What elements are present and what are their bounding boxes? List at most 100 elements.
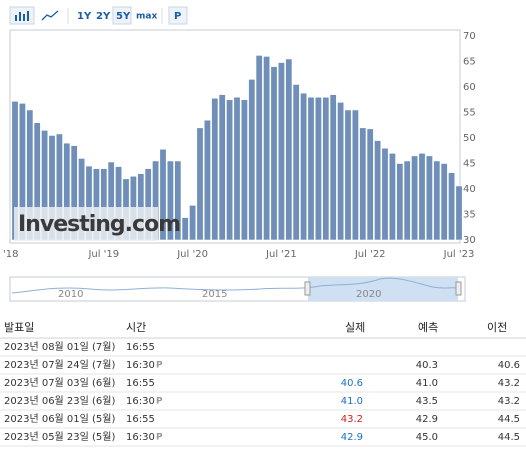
bar	[433, 160, 441, 241]
navigator-handle[interactable]	[304, 281, 311, 296]
y-tick-label: 40	[463, 184, 476, 195]
preliminary-marker: P	[156, 397, 163, 407]
print-label: P	[174, 11, 181, 22]
navigator: 2010 2015 2020	[9, 276, 466, 302]
column-header: 발표일	[4, 320, 34, 334]
x-tick-label: Jul '22	[354, 249, 386, 260]
y-tick-label: 60	[463, 82, 476, 93]
bar	[196, 127, 204, 241]
line-icon-button[interactable]	[38, 7, 62, 24]
bar	[314, 96, 322, 241]
table: 발표일 시간 실제 예측 이전 2023년 08월 01일 (7월) 16:55 2023년 …	[0, 320, 526, 447]
navigator-label: 2010	[58, 289, 83, 300]
date-cell: 2023년 07월 03일 (6월)	[4, 377, 115, 389]
forecast-cell: 43.5	[416, 396, 438, 407]
bar	[403, 160, 411, 241]
bar	[322, 96, 330, 241]
x-tick-label: Jul '21	[265, 249, 297, 260]
bar-icon	[15, 11, 29, 21]
actual-cell: 42.9	[341, 432, 363, 443]
line-icon	[41, 10, 59, 21]
forecast-cell: 40.3	[416, 360, 438, 371]
previous-cell: 40.6	[498, 360, 520, 371]
plot: 30 35 40 45 50 55 60 65 70 Investing.com	[11, 31, 476, 246]
date-cell: 2023년 06월 01일 (5월)	[4, 413, 115, 425]
y-tick-label: 55	[463, 108, 476, 119]
bar	[189, 205, 197, 241]
y-tick-label: 30	[463, 235, 476, 246]
bar	[226, 99, 234, 241]
previous-cell: 43.2	[498, 378, 520, 389]
column-header: 실제	[345, 321, 365, 334]
time-cell: 16:55	[126, 378, 155, 389]
y-tick-label: 35	[463, 210, 476, 221]
date-cell: 2023년 05월 23일 (5월)	[4, 431, 115, 443]
print-button[interactable]	[168, 6, 188, 25]
bar	[300, 92, 308, 241]
navigator-handle[interactable]	[455, 281, 462, 296]
previous-cell: 43.2	[498, 396, 520, 407]
x-tick-label: '18	[3, 249, 18, 260]
bar	[440, 163, 448, 241]
y-tick-label: 65	[463, 57, 476, 68]
bar	[277, 62, 285, 241]
forecast-cell: 41.0	[416, 378, 438, 389]
bar	[270, 66, 278, 241]
actual-cell: 40.6	[341, 378, 363, 389]
y-tick-label: 70	[463, 31, 476, 42]
bar	[388, 153, 396, 241]
forecast-cell: 42.9	[416, 414, 438, 425]
bar	[455, 185, 463, 241]
bar	[374, 140, 382, 241]
actual-cell: 43.2	[341, 414, 363, 425]
watermark: Investing.com	[18, 212, 180, 237]
x-tick-label: Jul '19	[87, 249, 119, 260]
time-cell: 16:30	[126, 432, 155, 443]
bar	[255, 55, 263, 241]
navigator-line	[11, 277, 459, 294]
bar	[181, 217, 189, 241]
watermark-bg	[14, 207, 158, 241]
toolbar: 1Y 2Y 5Y max P	[9, 6, 188, 25]
bar	[359, 127, 367, 241]
range-button[interactable]: 1Y	[77, 11, 92, 22]
bar	[263, 56, 271, 241]
date-cell: 2023년 08월 01일 (7월)	[4, 341, 115, 353]
bar	[329, 94, 337, 241]
bar	[337, 102, 345, 241]
previous-cell: 44.5	[498, 432, 520, 443]
y-tick-label: 45	[463, 159, 476, 170]
bar	[218, 94, 226, 241]
range-button[interactable]: max	[136, 12, 157, 22]
x-tick-label: Jul '20	[176, 249, 208, 260]
bar	[203, 119, 211, 241]
bar	[211, 97, 219, 241]
time-cell: 16:30	[126, 396, 155, 407]
bar	[344, 109, 352, 241]
navigator-label: 2015	[202, 289, 227, 300]
range-button[interactable]: 5Y	[116, 11, 131, 22]
bar	[425, 155, 433, 241]
time-cell: 16:55	[126, 414, 155, 425]
bar	[285, 58, 293, 241]
navigator-label: 2020	[356, 289, 381, 300]
bar	[448, 172, 456, 241]
navigator-window[interactable]	[308, 277, 458, 301]
preliminary-marker: P	[156, 361, 163, 371]
bar-icon-button[interactable]	[9, 6, 35, 25]
date-cell: 2023년 06월 23일 (6월)	[4, 395, 115, 407]
column-header: 시간	[126, 321, 146, 334]
bar	[166, 160, 174, 241]
bar	[307, 96, 315, 241]
bar	[381, 147, 389, 241]
bar	[292, 84, 300, 241]
bar	[418, 153, 426, 241]
bar	[159, 148, 167, 241]
previous-cell: 44.5	[498, 414, 520, 425]
range-button[interactable]: 2Y	[96, 11, 111, 22]
bar	[411, 155, 419, 241]
bar	[351, 109, 359, 241]
forecast-cell: 45.0	[416, 432, 438, 443]
column-header: 이전	[487, 321, 507, 334]
